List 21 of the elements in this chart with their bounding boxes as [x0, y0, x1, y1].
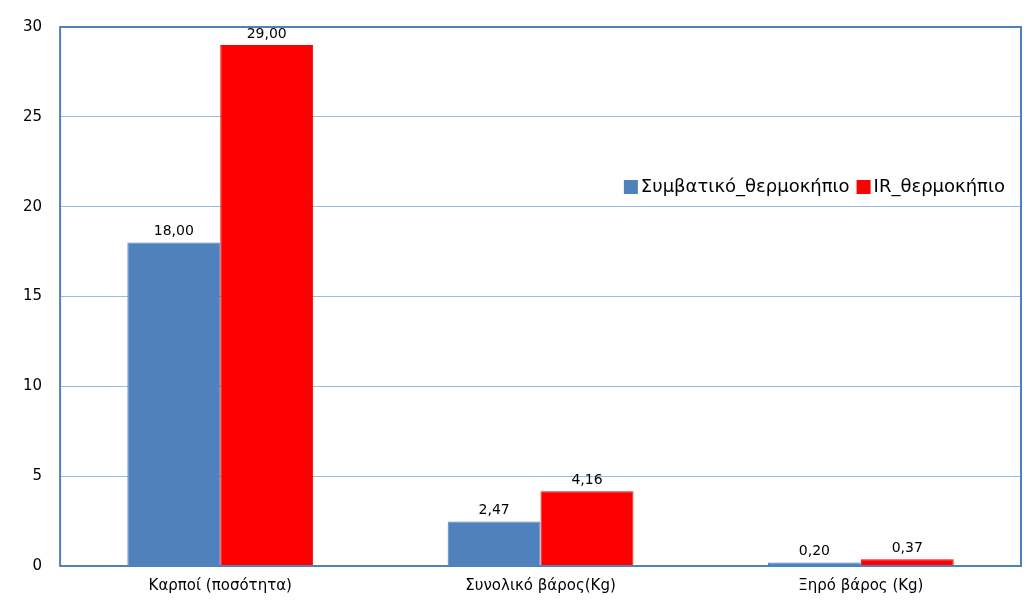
bar [540, 491, 634, 566]
legend-label: Συμβατικό_θερμοκήπιο [640, 174, 850, 197]
data-label: 29,00 [246, 24, 287, 41]
data-label: 0,37 [891, 538, 923, 555]
y-tick-label: 5 [32, 466, 43, 485]
y-tick-label: 20 [22, 196, 43, 215]
y-tick-label: 30 [22, 16, 43, 35]
bar [220, 44, 314, 566]
data-label: 2,47 [478, 501, 510, 518]
x-tick-label: Συνολικό βάρος(Kg) [465, 575, 616, 594]
x-tick-label: Καρποί (ποσότητα) [148, 575, 292, 594]
y-tick-label: 10 [22, 376, 43, 395]
data-label: 0,20 [798, 542, 830, 559]
y-tick-label: 0 [32, 555, 43, 574]
y-tick-label: 25 [22, 106, 43, 125]
data-label: 4,16 [571, 470, 603, 487]
y-tick-label: 15 [22, 286, 43, 305]
legend-label: IR_θερμοκήπιο [873, 174, 1005, 197]
bar [860, 559, 954, 566]
data-label: 18,00 [153, 222, 194, 239]
x-tick-label: Ξηρό βάρος (Kg) [798, 575, 924, 594]
